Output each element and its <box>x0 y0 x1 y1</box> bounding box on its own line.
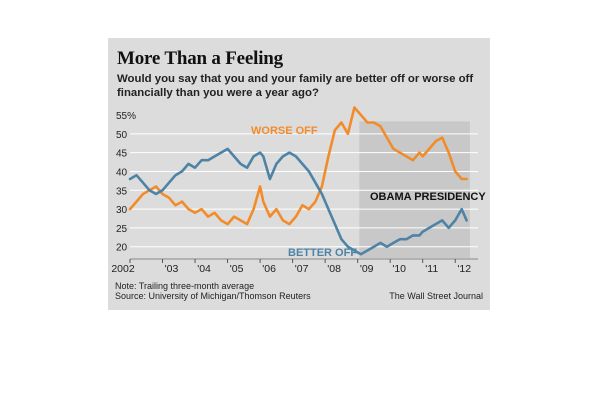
y-tick-label: 35 <box>116 186 128 197</box>
line-chart: 55% 50 45 40 35 30 25 20 2002 '03 '04 '05 '06 '07 '08 '… <box>111 106 486 275</box>
x-tick-label: '08 <box>327 263 341 275</box>
x-tick-label: '04 <box>197 263 211 275</box>
x-tick-label: '09 <box>360 263 374 275</box>
y-tick-label: 20 <box>116 243 128 254</box>
y-tick-label: 50 <box>116 130 128 141</box>
y-tick-label: 45 <box>116 149 128 160</box>
y-tick-label: 55% <box>116 111 136 122</box>
series-line-better-off <box>128 147 468 256</box>
y-tick-label: 30 <box>116 205 128 216</box>
label-better-off: BETTER OFF <box>288 247 357 259</box>
label-obama-presidency: OBAMA PRESIDENCY <box>370 191 486 203</box>
x-tick-label: '03 <box>165 263 179 275</box>
x-tick-label: '10 <box>392 263 406 275</box>
y-tick-label: 25 <box>116 224 128 235</box>
x-tick-label: '05 <box>230 263 244 275</box>
chart-card: More Than a Feeling Would you say that y… <box>108 38 490 310</box>
x-tick-label: '12 <box>457 263 471 275</box>
x-tick-label: 2002 <box>111 263 135 275</box>
chart-note: Note: Trailing three-month average <box>115 281 255 291</box>
series-line-worse-off <box>128 106 468 226</box>
shaded-region <box>359 121 470 258</box>
y-tick-label: 40 <box>116 167 128 178</box>
chart-credit: The Wall Street Journal <box>389 291 483 301</box>
x-tick-label: '07 <box>295 263 309 275</box>
chart-source: Source: University of Michigan/Thomson R… <box>115 291 311 301</box>
chart-subtitle: Would you say that you and your family a… <box>117 73 474 99</box>
x-tick-label: '06 <box>262 263 276 275</box>
chart-title: More Than a Feeling <box>117 48 283 69</box>
x-tick-label: '11 <box>425 263 438 275</box>
label-worse-off: WORSE OFF <box>251 125 318 137</box>
